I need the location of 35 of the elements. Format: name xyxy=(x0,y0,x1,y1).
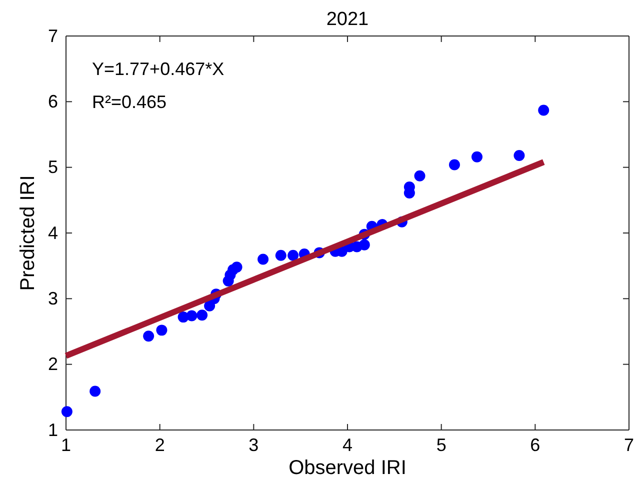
chart-title: 2021 xyxy=(326,9,369,30)
y-tick-label: 4 xyxy=(48,222,58,243)
x-tick-label: 7 xyxy=(624,434,634,455)
point xyxy=(275,250,286,261)
point xyxy=(156,324,168,336)
point xyxy=(448,159,460,170)
y-tick-label: 3 xyxy=(48,288,58,308)
point xyxy=(90,386,101,397)
point xyxy=(231,262,242,273)
x-tick-label: 1 xyxy=(60,434,72,455)
point xyxy=(358,239,370,250)
point xyxy=(414,170,426,182)
annotation: R²=0.465 xyxy=(92,92,167,112)
point xyxy=(538,104,550,116)
x-axis-title: Observed IRI xyxy=(288,457,406,479)
y-tick-label: 5 xyxy=(48,157,58,178)
y-axis-title: Predicted IRI xyxy=(17,175,39,291)
point xyxy=(143,330,154,342)
point xyxy=(514,150,525,161)
y-tick-label: 1 xyxy=(48,420,58,440)
point xyxy=(471,151,482,162)
x-tick-label: 6 xyxy=(530,434,540,455)
point xyxy=(61,406,72,418)
y-tick-label: 6 xyxy=(48,91,58,112)
x-tick-label: 4 xyxy=(342,434,353,455)
point xyxy=(196,310,208,321)
annotation: Y=1.77+0.467*X xyxy=(92,59,224,79)
point xyxy=(288,250,299,261)
y-tick-label: 7 xyxy=(48,26,58,46)
x-tick-label: 2 xyxy=(154,434,165,455)
y-tick-label: 2 xyxy=(48,354,58,374)
x-tick-label: 5 xyxy=(436,434,446,455)
point xyxy=(258,254,269,265)
point xyxy=(186,310,198,322)
x-tick-label: 3 xyxy=(248,434,259,455)
